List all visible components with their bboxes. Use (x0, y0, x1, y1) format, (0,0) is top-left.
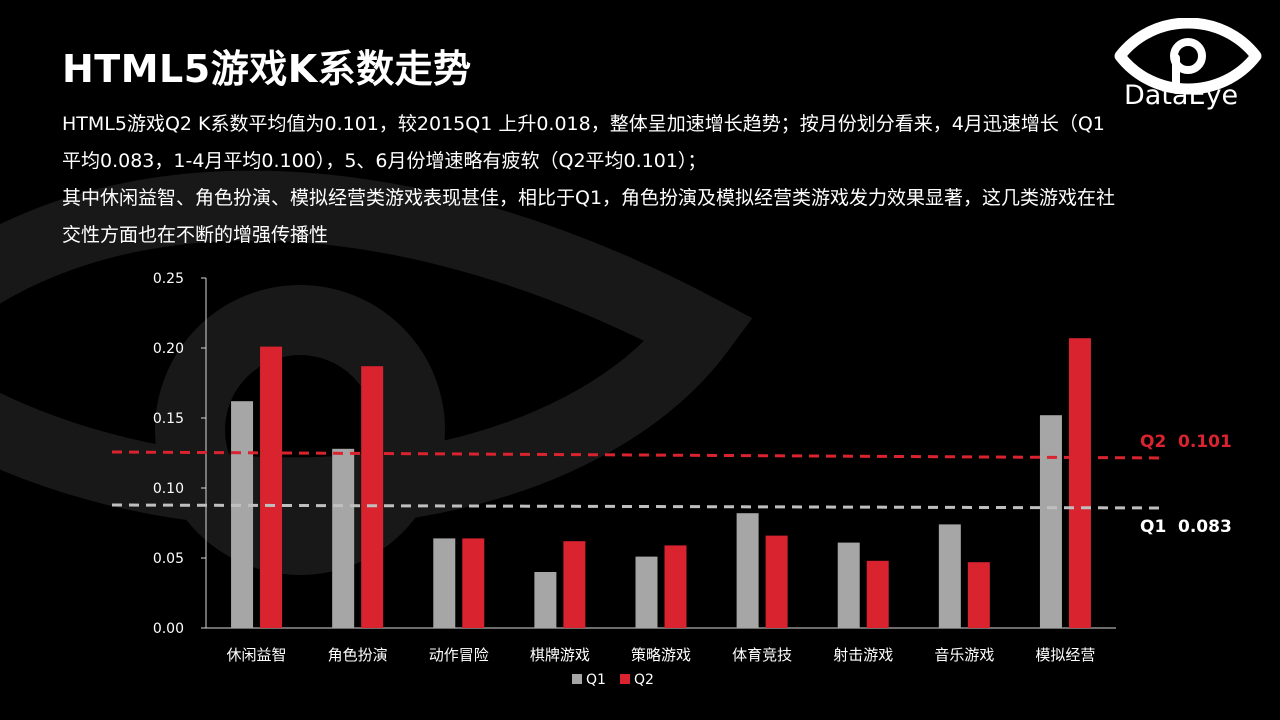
bar-q1 (231, 401, 254, 628)
bar-q1 (332, 448, 355, 628)
description-paragraph-2: 其中休闲益智、角色扮演、模拟经营类游戏表现甚佳，相比于Q1，角色扮演及模拟经营类… (62, 187, 1116, 246)
reference-label-q2: Q2 (1140, 432, 1166, 452)
legend-swatch-q2 (620, 674, 630, 684)
bar-q2 (260, 346, 283, 628)
bar-q2 (664, 545, 687, 628)
bar-q1 (433, 538, 456, 628)
reference-line-q2 (111, 450, 1166, 460)
x-tick-label: 棋牌游戏 (530, 646, 590, 664)
description-paragraph-1: HTML5游戏Q2 K系数平均值为0.101，较2015Q1 上升0.018，整… (62, 113, 1105, 172)
y-tick-label: 0.25 (153, 271, 184, 287)
x-tick-label: 角色扮演 (328, 646, 388, 664)
reference-value-q1: 0.083 (1178, 517, 1232, 537)
bar-q1 (837, 542, 860, 628)
legend-label-q1: Q1 (586, 672, 606, 688)
x-tick-label: 体育竞技 (732, 646, 792, 664)
bar-q2 (462, 538, 485, 628)
page-title: HTML5游戏K系数走势 (62, 47, 472, 91)
y-tick-label: 0.05 (153, 551, 184, 567)
bar-q1 (1039, 415, 1062, 628)
y-tick-label: 0.00 (153, 621, 184, 637)
x-tick-label: 音乐游戏 (934, 646, 994, 664)
reference-line-q1 (111, 503, 1166, 510)
bar-q2 (1068, 338, 1091, 628)
y-tick-label: 0.10 (153, 481, 184, 497)
legend-swatch-q1 (572, 674, 582, 684)
x-tick-label: 休闲益智 (227, 646, 287, 664)
x-tick-label: 射击游戏 (833, 646, 893, 664)
bar-q1 (534, 572, 557, 628)
x-tick-label: 动作冒险 (429, 646, 489, 664)
legend-label-q2: Q2 (634, 672, 654, 688)
bar-q2 (563, 541, 586, 628)
eye-logo-icon (1114, 18, 1262, 95)
reference-value-q2: 0.101 (1178, 432, 1232, 452)
bar-q2 (967, 562, 990, 628)
bar-q2 (765, 535, 788, 628)
description: HTML5游戏Q2 K系数平均值为0.101，较2015Q1 上升0.018，整… (62, 106, 1122, 254)
bar-q2 (361, 366, 384, 628)
x-tick-label: 模拟经营 (1035, 646, 1095, 664)
bar-q1 (938, 524, 961, 628)
y-tick-label: 0.20 (153, 341, 184, 357)
bar-q2 (866, 560, 889, 628)
x-tick-label: 策略游戏 (631, 646, 691, 664)
y-tick-label: 0.15 (153, 411, 184, 427)
bar-q1 (635, 556, 658, 628)
reference-label-q1: Q1 (1140, 517, 1166, 537)
bar-q1 (736, 513, 759, 628)
logo-text: DataEye (1124, 80, 1239, 111)
